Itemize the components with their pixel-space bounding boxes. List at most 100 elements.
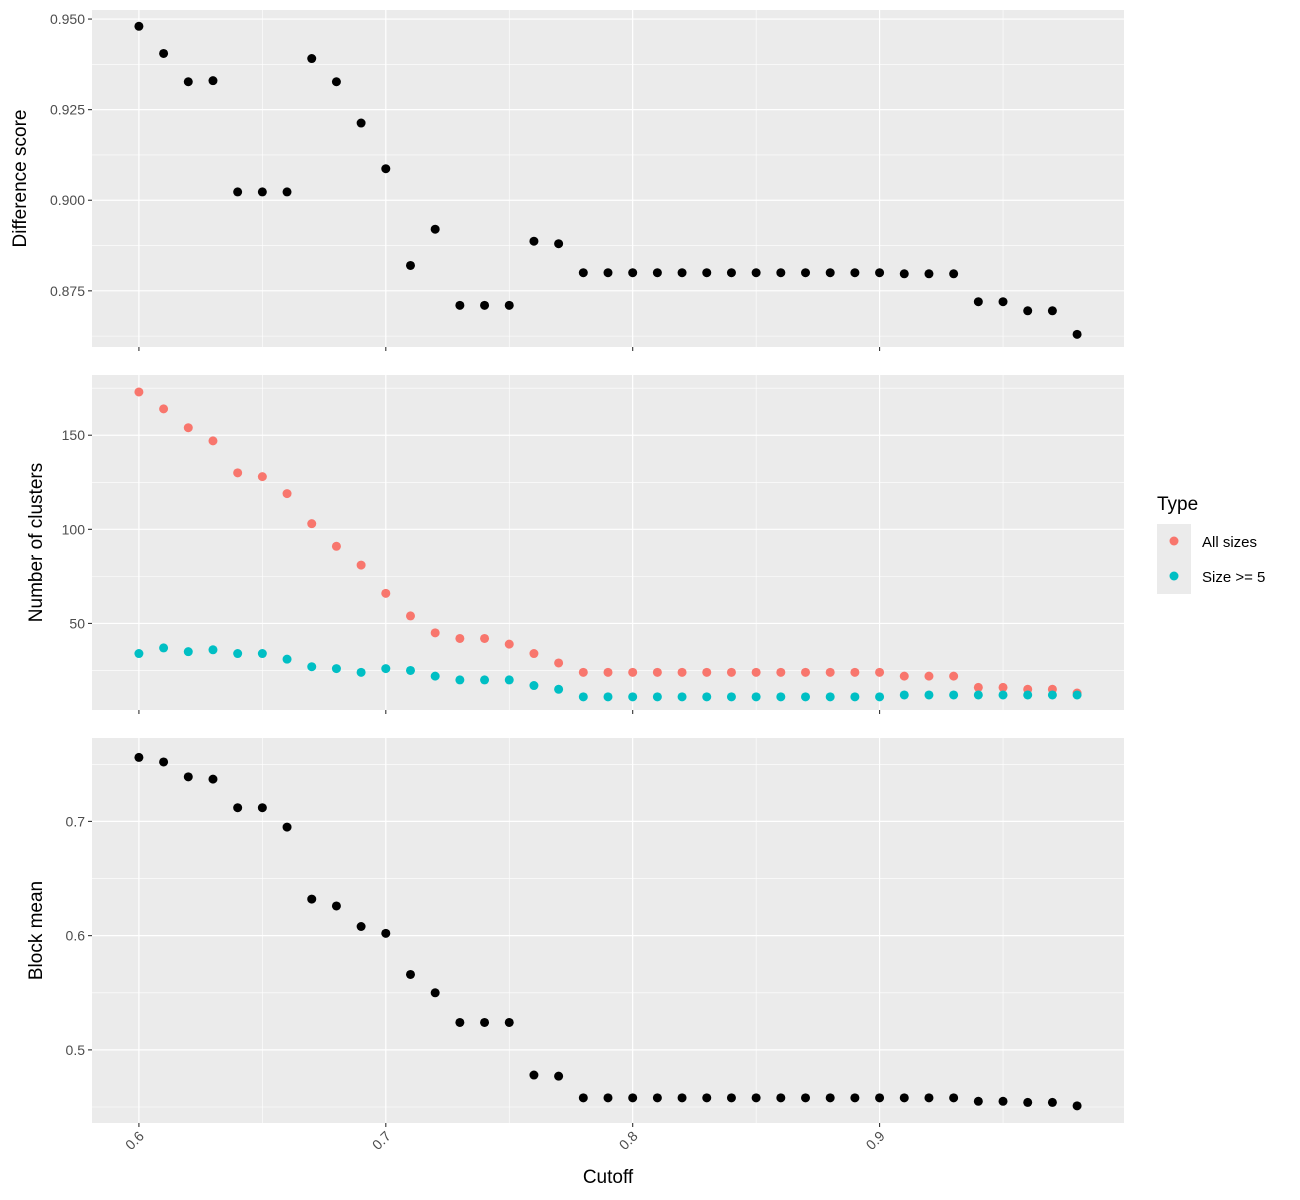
panel-number-of-clusters: 150 100 50 Number of clusters [26, 375, 1124, 714]
data-point [603, 667, 613, 677]
data-point [455, 633, 465, 643]
data-point [1047, 1097, 1057, 1107]
data-point [1072, 1101, 1082, 1111]
panel-background [92, 375, 1124, 710]
y-tick-label: 0.950 [50, 11, 85, 27]
data-point [801, 692, 811, 702]
data-point [603, 1093, 613, 1103]
data-point [850, 1093, 860, 1103]
data-point [702, 692, 712, 702]
data-point [529, 649, 539, 659]
data-point [356, 118, 366, 128]
series-block-mean [134, 752, 1082, 1111]
data-point [356, 922, 366, 932]
data-point [1047, 690, 1057, 700]
data-point [677, 692, 687, 702]
data-point [726, 1093, 736, 1103]
data-point [801, 1093, 811, 1103]
data-point [776, 692, 786, 702]
data-point [430, 671, 440, 681]
data-point [726, 667, 736, 677]
data-point [307, 519, 317, 529]
data-point [480, 633, 490, 643]
data-point [134, 649, 144, 659]
data-point [455, 675, 465, 685]
data-point [307, 894, 317, 904]
panel-background [92, 738, 1124, 1123]
data-point [998, 297, 1008, 307]
data-point [282, 654, 292, 664]
data-point [726, 692, 736, 702]
y-tick-label: 150 [62, 427, 86, 443]
data-point [801, 667, 811, 677]
y-axis-title: Number of clusters [26, 463, 47, 622]
data-point [899, 269, 909, 279]
data-point [801, 268, 811, 278]
data-point [183, 77, 193, 87]
x-axis-title: Cutoff [583, 1167, 634, 1188]
data-point [924, 269, 934, 279]
data-point [233, 187, 243, 197]
data-point [973, 1096, 983, 1106]
data-point [652, 268, 662, 278]
data-point [529, 681, 539, 691]
data-point [159, 757, 169, 767]
y-tick-label: 0.5 [66, 1042, 86, 1058]
series-all-sizes [134, 387, 1082, 698]
data-point [529, 1070, 539, 1080]
data-point [949, 671, 959, 681]
data-point [183, 647, 193, 657]
data-point [480, 675, 490, 685]
data-point [702, 1093, 712, 1103]
data-point [998, 690, 1008, 700]
data-point [578, 1093, 588, 1103]
x-tick-label: 0.7 [369, 1128, 394, 1153]
data-point [652, 692, 662, 702]
x-tick-label: 0.8 [616, 1128, 641, 1153]
data-point [875, 1093, 885, 1103]
data-point [677, 268, 687, 278]
data-point [751, 667, 761, 677]
data-point [282, 822, 292, 832]
data-point [257, 472, 267, 482]
data-point [208, 774, 218, 784]
data-point [405, 611, 415, 621]
data-point [405, 665, 415, 675]
data-point [578, 268, 588, 278]
data-point [282, 489, 292, 499]
data-point [183, 772, 193, 782]
data-point [356, 560, 366, 570]
data-point [726, 268, 736, 278]
data-point [381, 588, 391, 598]
legend-label-size-ge-5: Size >= 5 [1202, 569, 1265, 586]
legend-key-all-sizes [1169, 536, 1179, 546]
data-point [381, 928, 391, 938]
legend-key-background [1157, 524, 1191, 594]
data-point [554, 684, 564, 694]
data-point [1023, 690, 1033, 700]
x-tick-label: 0.9 [863, 1128, 888, 1153]
data-point [455, 1017, 465, 1027]
data-point [751, 692, 761, 702]
legend: Type All sizes Size >= 5 [1157, 494, 1265, 594]
data-point [973, 690, 983, 700]
data-point [751, 268, 761, 278]
data-point [1023, 306, 1033, 316]
data-point [875, 667, 885, 677]
y-tick-label: 50 [69, 615, 85, 631]
data-point [949, 690, 959, 700]
data-point [875, 268, 885, 278]
data-point [776, 667, 786, 677]
series-difference-score [134, 21, 1082, 339]
y-tick-label: 0.7 [66, 813, 86, 829]
data-point [504, 1017, 514, 1027]
series-size-5 [134, 643, 1082, 702]
data-point [405, 969, 415, 979]
data-point [331, 664, 341, 674]
data-point [973, 297, 983, 307]
data-point [208, 645, 218, 655]
data-point [1072, 329, 1082, 339]
y-axis-title: Difference score [10, 110, 31, 248]
